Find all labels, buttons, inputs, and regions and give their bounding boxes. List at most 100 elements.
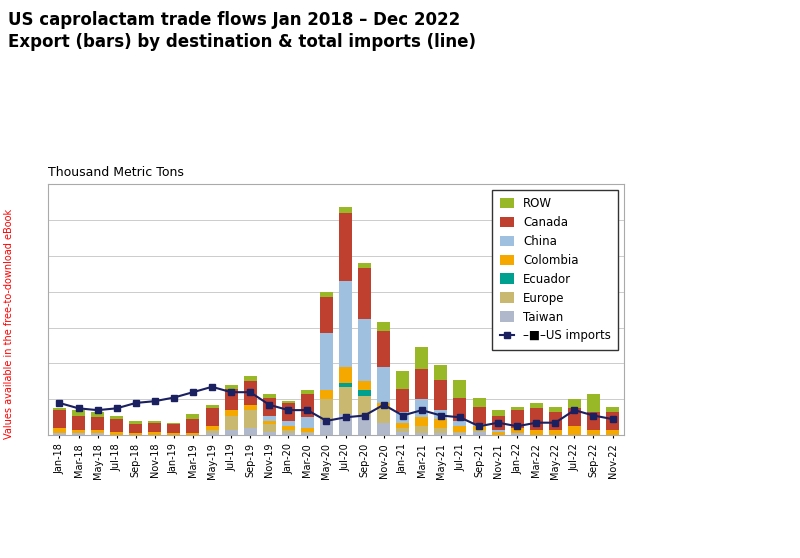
Bar [110,416,123,419]
US imports [494,420,503,426]
Bar [339,208,352,213]
Bar [262,432,276,435]
Bar [510,407,524,410]
Bar [377,323,390,331]
Bar [301,432,314,434]
US imports [455,414,465,421]
Bar [377,408,390,423]
Bar [225,430,238,435]
Bar [72,430,85,434]
Bar [130,434,142,435]
Bar [568,426,581,435]
Bar [415,369,428,400]
US imports [608,416,618,422]
Bar [320,400,333,421]
Bar [91,434,104,435]
Bar [530,403,542,408]
Bar [434,428,447,434]
Bar [301,428,314,432]
US imports [322,417,331,424]
Bar [53,434,66,435]
Bar [415,426,428,434]
Bar [72,410,85,416]
US imports [112,405,122,412]
US imports [54,400,64,406]
Bar [339,387,352,413]
Bar [492,430,505,432]
Bar [434,410,447,419]
US imports [360,412,370,419]
Bar [339,213,352,281]
Bar [434,419,447,428]
Bar [454,426,466,432]
Bar [434,379,447,410]
Bar [415,434,428,435]
Bar [282,421,295,426]
Bar [454,397,466,421]
Bar [358,382,371,391]
Bar [301,434,314,435]
Bar [358,417,371,435]
Bar [549,430,562,435]
US imports [474,423,484,430]
Bar [510,428,524,434]
Bar [549,412,562,430]
Bar [72,416,85,430]
Bar [377,403,390,408]
Bar [339,413,352,435]
Bar [262,421,276,425]
Bar [377,367,390,403]
Bar [587,430,600,435]
Bar [396,423,410,428]
US imports [436,412,446,419]
Bar [244,428,257,435]
Bar [415,417,428,426]
Bar [415,347,428,369]
US imports [131,400,141,406]
US imports [283,407,293,413]
US imports [341,414,350,421]
Bar [473,397,486,407]
Bar [148,423,162,432]
Bar [282,403,295,421]
US imports [570,407,579,413]
Bar [206,408,218,426]
Bar [53,428,66,434]
US imports [93,407,102,413]
Bar [396,432,410,435]
Bar [262,397,276,416]
Bar [587,412,600,430]
Bar [358,263,371,268]
Bar [510,410,524,428]
Bar [510,434,524,435]
Bar [549,407,562,412]
Bar [130,421,142,425]
Bar [186,413,199,419]
Bar [396,428,410,432]
Bar [339,281,352,367]
Bar [167,423,180,425]
Bar [301,394,314,417]
Bar [148,421,162,423]
Bar [53,410,66,428]
US imports [246,389,255,396]
Bar [358,319,371,382]
Bar [358,396,371,417]
US imports [302,407,312,413]
Bar [320,391,333,400]
US imports [169,394,178,401]
Bar [473,430,486,432]
Bar [530,430,542,435]
Bar [72,434,85,435]
Bar [167,425,180,434]
Bar [377,423,390,435]
US imports [531,420,541,426]
Bar [358,391,371,396]
Bar [53,408,66,410]
Bar [244,410,257,428]
US imports [226,389,236,396]
Bar [186,434,199,435]
Bar [301,391,314,394]
Bar [377,331,390,367]
Bar [225,410,238,416]
